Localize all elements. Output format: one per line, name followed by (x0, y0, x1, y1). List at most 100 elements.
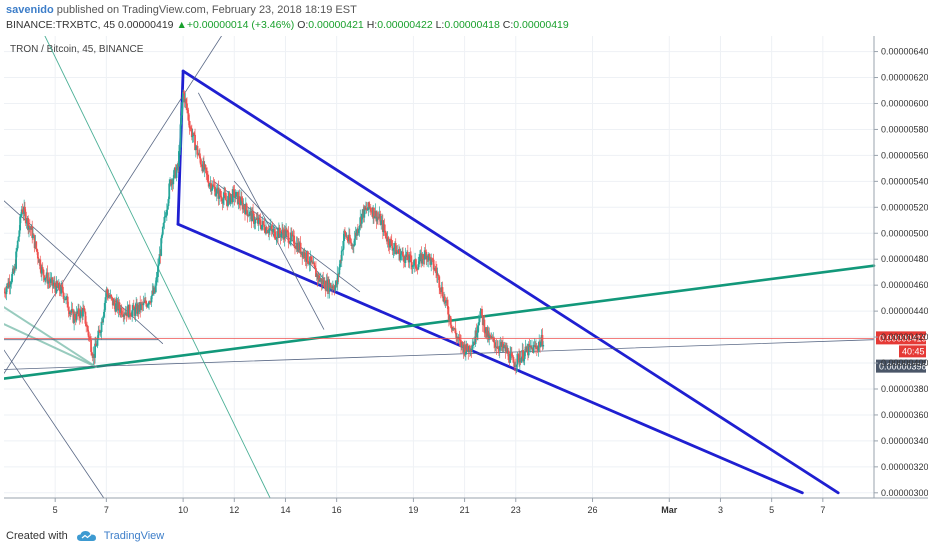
candle-body (240, 197, 242, 205)
candle-body (402, 256, 405, 262)
candle-body (441, 287, 444, 297)
price-tick-label: 0.00000360 (881, 410, 928, 420)
time-tick-label: 26 (588, 505, 598, 515)
candle-body (365, 208, 368, 211)
candle-body (332, 286, 335, 289)
candle-body (415, 268, 418, 270)
candle-body (292, 234, 295, 236)
candle-body (113, 301, 116, 305)
tradingview-brand[interactable]: TradingView (103, 530, 165, 542)
candle-body (542, 344, 545, 347)
candle-body (172, 178, 175, 185)
candle-body (42, 269, 45, 276)
candle-body (368, 202, 371, 208)
candle-body (294, 246, 296, 248)
trendline-wedge (176, 222, 804, 495)
candle-body (47, 279, 50, 284)
time-tick-label: 10 (178, 505, 188, 515)
candle-body (205, 167, 208, 174)
candle-body (406, 251, 409, 260)
candle-body (472, 344, 475, 346)
candle-body (190, 128, 193, 138)
candle-body (273, 229, 276, 239)
candle-body (142, 302, 145, 306)
candle-body (21, 209, 24, 213)
candle-body (344, 230, 346, 233)
candle-body (20, 209, 23, 216)
price-tick-label: 0.00000400 (881, 358, 928, 368)
time-tick-label: 3 (718, 505, 723, 515)
candle-body (31, 226, 34, 238)
candle-body (323, 280, 326, 289)
candle-body (311, 261, 314, 264)
price-chart[interactable]: TRON / Bitcoin, 45, BINANCE 0.00000419 40… (4, 36, 928, 520)
candle-body (251, 210, 254, 222)
candle-body (154, 285, 157, 293)
candle-body (131, 310, 134, 317)
candle-body (483, 319, 486, 333)
candle-body (27, 218, 30, 230)
candle-body (178, 147, 181, 152)
chart-title: TRON / Bitcoin, 45, BINANCE (10, 44, 144, 55)
candle-body (128, 304, 131, 315)
candle-body (527, 343, 530, 356)
candle-body (58, 283, 61, 292)
candle-body (78, 308, 80, 317)
candle-body (541, 334, 544, 347)
candle-body (246, 210, 249, 217)
candle-body (394, 242, 397, 255)
candle-body (419, 255, 421, 262)
time-axis[interactable]: 5 7 10 12 14 16 19 21 23 26 Mar 3 5 7 (4, 497, 928, 515)
candle-body (212, 184, 215, 186)
candle-body (28, 226, 31, 228)
candle-body (512, 357, 515, 363)
candle-body (423, 250, 426, 260)
candle-body (455, 333, 458, 338)
price-tick-label: 0.00000600 (881, 98, 928, 108)
candle-body (523, 351, 526, 360)
candle-body (74, 314, 76, 320)
candle-body (178, 151, 180, 167)
candle-body (416, 269, 419, 270)
price-axis[interactable]: 0.00000640 0.00000620 0.00000600 0.00000580… (873, 36, 928, 498)
candle-body (70, 309, 73, 313)
candle-body (70, 312, 72, 313)
candle-body (13, 266, 16, 273)
candle-body (470, 350, 473, 351)
candle-body (39, 259, 42, 270)
candle-body (194, 146, 197, 151)
tradingview-cloud-icon (76, 530, 97, 542)
candle-body (466, 343, 469, 351)
candle-body (161, 234, 163, 239)
candle-body (263, 224, 266, 231)
candle-body (150, 295, 153, 303)
candle-body (206, 173, 209, 175)
candle-body (259, 219, 262, 226)
candle-body (90, 339, 92, 352)
candle-body (464, 344, 466, 355)
candle-body (479, 311, 482, 319)
candle-body (9, 284, 12, 287)
candle-body (10, 281, 13, 285)
chart-area[interactable]: TRON / Bitcoin, 45, BINANCE 0.00000419 40… (4, 36, 928, 520)
high-label: H: (366, 19, 378, 31)
candle-body (285, 230, 288, 237)
candle-body (390, 240, 393, 246)
candle-body (227, 196, 229, 206)
candle-body (258, 217, 261, 220)
candle-body (481, 308, 483, 316)
candle-body (491, 336, 494, 339)
candle-body (5, 288, 8, 295)
price-tick-label: 0.00000320 (881, 462, 928, 472)
candle-body (515, 364, 518, 367)
candle-body (343, 230, 346, 241)
candle-body (290, 232, 293, 237)
candle-body (46, 272, 49, 284)
author-link[interactable]: savenido (6, 4, 54, 16)
candle-body (384, 230, 387, 233)
candle-body (222, 198, 225, 204)
candle-body (477, 325, 479, 333)
candle-body (140, 303, 142, 310)
high-value: 0.00000422 (377, 19, 433, 31)
candle-body (315, 268, 317, 277)
